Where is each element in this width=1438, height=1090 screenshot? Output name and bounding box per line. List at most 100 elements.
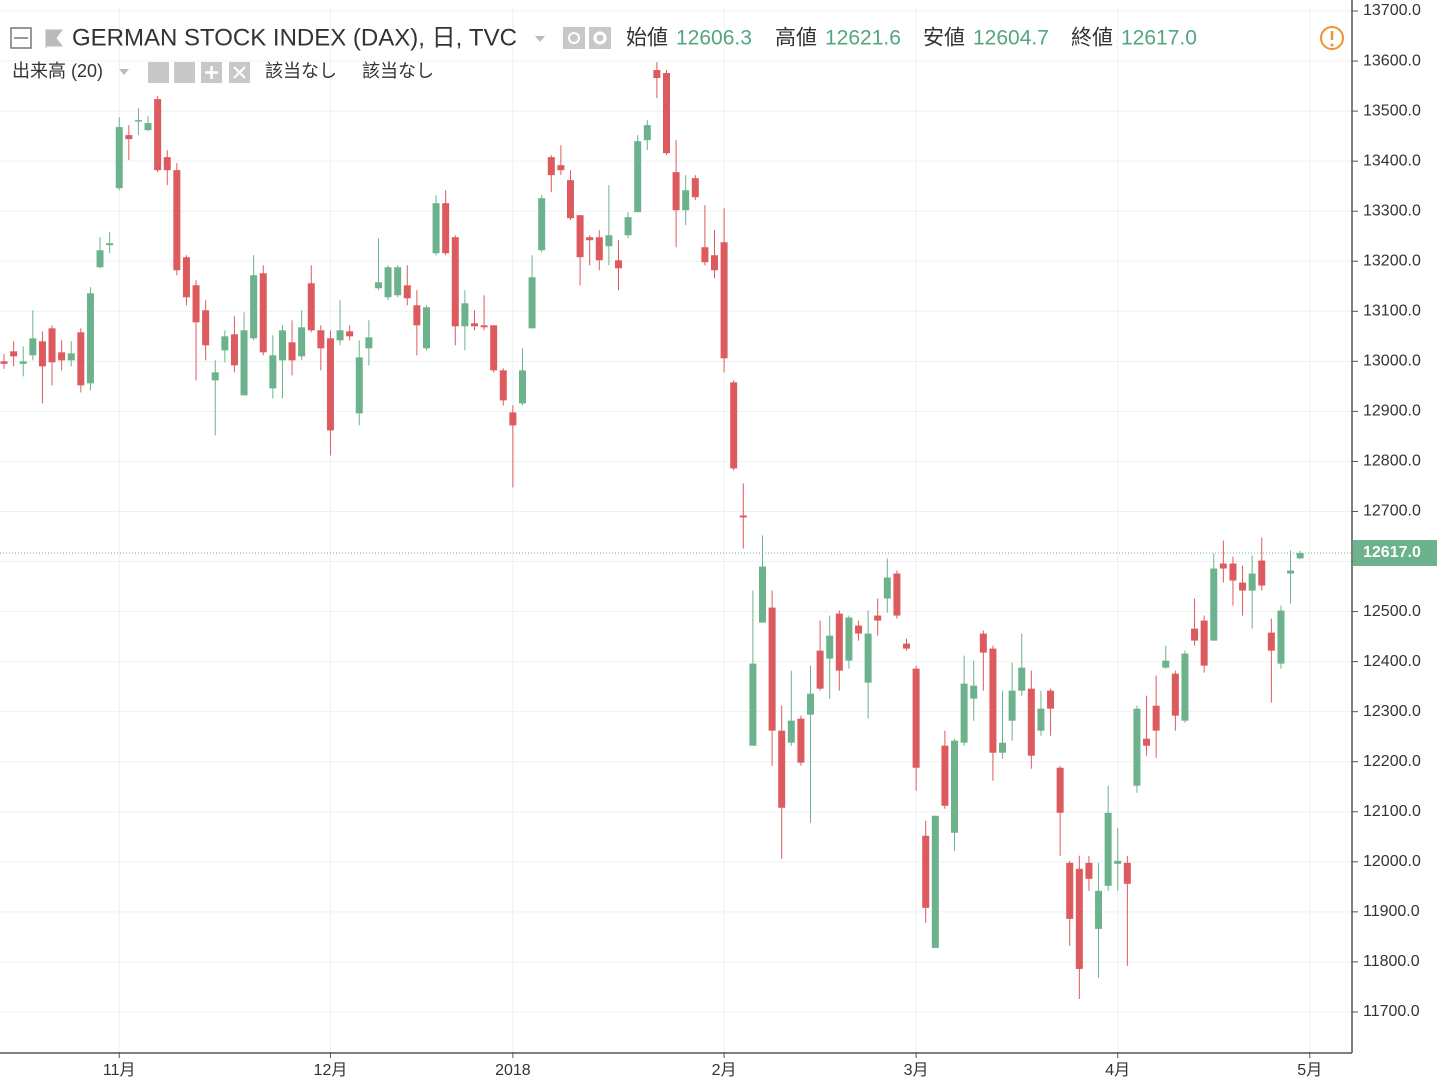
candle-body [38,341,46,367]
candle-body [240,330,248,396]
candle-body [912,668,920,768]
candle-body [326,338,334,431]
warning-icon[interactable] [1320,26,1344,50]
candle-body [1027,688,1035,756]
candle-body [557,165,565,171]
x-tick-label: 5月 [1297,1062,1322,1079]
candle-body [0,361,8,364]
candle-body [893,573,901,616]
candle-body [1210,568,1218,641]
ohlc-legend: 始値 12606.3 高値 12621.6 安値 12604.7 終値 12617.0 [626,27,1197,50]
candle-body [970,685,978,699]
candle-body [1018,667,1026,691]
candle-body [826,635,834,659]
candle-body [538,198,546,251]
collapse-icon[interactable] [10,27,32,49]
candle-body [106,243,114,246]
y-tick-label: 12700.0 [1363,503,1421,520]
indicator-value: 該当なし [362,61,434,81]
caret[interactable] [119,69,129,75]
candle-body [67,353,75,361]
y-tick-label: 11800.0 [1363,953,1420,970]
candle-body [307,283,315,331]
candle-body [355,357,363,414]
candle-body [154,99,162,171]
candle-body [720,242,728,359]
ohlc-value: 12606.3 [676,27,752,50]
candle-body [499,370,507,401]
y-tick-label: 13700.0 [1363,2,1421,19]
candle-body [1075,868,1083,969]
candle-body [1191,628,1199,641]
candle-body [691,178,699,198]
candle-body [1066,862,1074,919]
x-tick-label: 4月 [1105,1062,1130,1079]
candle-body [614,260,622,269]
candle-body [10,351,18,357]
candle-body [269,355,277,389]
candle-body [461,303,469,327]
candle-body [221,336,229,351]
eye-icon-glyph [568,32,580,44]
candle-body [317,330,325,349]
candle-body [547,157,555,176]
x-tick-label: 2018 [495,1062,531,1079]
candle-body [230,334,238,366]
candle-body [250,275,258,339]
candle-body [864,633,872,683]
candle-body [999,742,1007,753]
candle-body [662,73,670,154]
candle-body [941,745,949,806]
candle-body [586,237,594,241]
candles [0,62,1352,999]
candle-body [797,718,805,763]
candle-body [682,190,690,211]
y-tick-label: 12800.0 [1363,453,1421,470]
candle-body [134,120,142,122]
candle-body [77,332,85,386]
candle-body [1056,767,1064,813]
candle-body [509,412,517,426]
y-tick-label: 11700.0 [1363,1003,1420,1020]
candle-body [413,305,421,326]
y-tick-label: 12200.0 [1363,753,1421,770]
y-tick-label: 13500.0 [1363,102,1421,119]
candle-body [960,683,968,743]
candle-body [1047,690,1055,709]
y-tick-label: 13100.0 [1363,303,1421,320]
candle-body [192,285,200,323]
y-tick-label: 13200.0 [1363,252,1421,269]
settings-icon-glyph [593,31,607,45]
settings-icon[interactable] [174,62,195,83]
candle-body [883,577,891,599]
candle-body [374,282,382,289]
eye-icon[interactable] [148,62,169,83]
candle-body [855,625,863,634]
candle-body [490,325,498,371]
candle-body [211,372,219,381]
candle-body [931,815,939,948]
candle-body [922,835,930,908]
candle-body [1162,660,1170,668]
candle-body [470,323,478,327]
candle-body [979,633,987,653]
candle-body [768,607,776,731]
candle-body [1123,862,1131,884]
eye-icon[interactable] [563,27,585,49]
indicator-value: 該当なし [265,61,337,81]
candle-body [653,70,661,79]
candle-body [1267,632,1275,651]
candle-body [566,180,574,219]
settings-icon[interactable] [589,27,611,49]
candle-body [173,170,181,271]
caret[interactable] [535,36,545,42]
candle-body [528,277,536,329]
candle-body [278,330,286,361]
candle-body [29,338,37,356]
y-tick-label: 13300.0 [1363,202,1421,219]
candle-body [1133,708,1141,786]
candle-body [845,617,853,661]
candle-body [787,720,795,743]
